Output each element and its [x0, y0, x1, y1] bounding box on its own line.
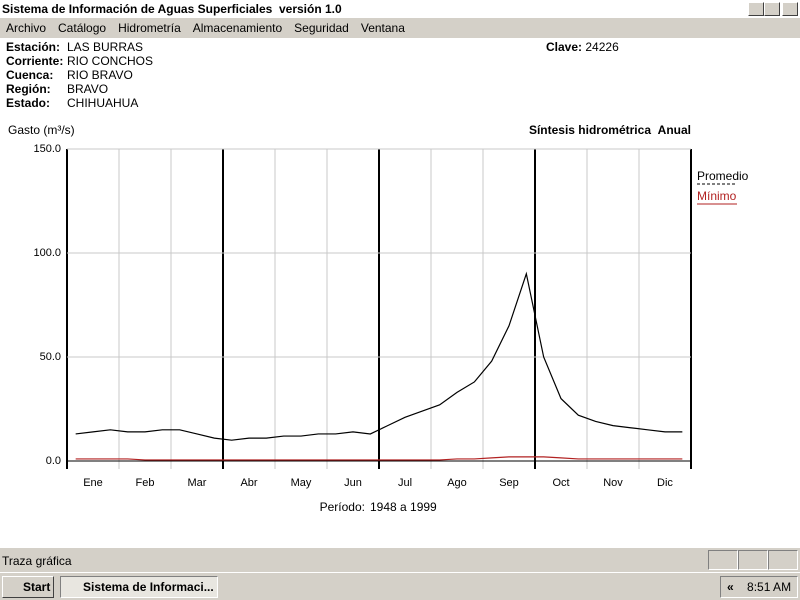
- start-label: Start: [23, 580, 51, 594]
- menu-item[interactable]: Ventana: [360, 21, 405, 35]
- x-tick-label: Ago: [447, 477, 467, 489]
- info-label: Región:: [6, 82, 51, 96]
- station-info: Estación: LAS BURRAS Corriente: RIO CONCHOS…: [6, 40, 306, 112]
- clave-label: Clave:: [546, 40, 583, 54]
- x-tick-label: Nov: [603, 477, 623, 489]
- close-button[interactable]: [782, 2, 798, 16]
- taskbar: Start Sistema de Informaci... « 8:51 AM: [0, 572, 800, 600]
- info-row: Región: BRAVO: [6, 82, 306, 96]
- y-tick-label: 50.0: [40, 351, 61, 363]
- x-tick-label: Sep: [499, 477, 519, 489]
- status-panel: [768, 550, 798, 570]
- legend-label: Mínimo: [697, 189, 737, 203]
- info-value: RIO CONCHOS: [67, 54, 154, 68]
- chart-title: Síntesis hidrométrica: [529, 123, 651, 137]
- info-label: Cuenca:: [6, 68, 54, 82]
- clave: Clave: 24226: [546, 40, 666, 54]
- info-value: BRAVO: [67, 82, 109, 96]
- info-value: LAS BURRAS: [67, 40, 144, 54]
- period-label: Período:: [320, 500, 365, 514]
- x-tick-label: Mar: [188, 477, 207, 489]
- tray: « 8:51 AM: [720, 576, 798, 598]
- y-tick-label: 150.0: [33, 143, 61, 155]
- x-tick-label: Feb: [136, 477, 155, 489]
- x-tick-label: Jul: [398, 477, 412, 489]
- clock: 8:51 AM: [747, 580, 792, 594]
- x-tick-label: Abr: [240, 477, 257, 489]
- series-line: [75, 456, 683, 461]
- y-tick-label: 0.0: [46, 455, 61, 467]
- y-axis-label: Gasto (m³/s): [8, 123, 75, 137]
- menu-bar: Archivo Catálogo Hidrometría Almacenamiento…: [0, 18, 800, 38]
- status-text: Traza gráfica: [2, 554, 72, 568]
- restore-button[interactable]: [764, 2, 780, 16]
- x-tick-label: Jun: [344, 477, 362, 489]
- chart-subtitle: Anual: [658, 123, 691, 137]
- info-label: Corriente:: [6, 54, 64, 68]
- x-tick-label: May: [291, 477, 312, 489]
- task-label: Sistema de Informaci...: [83, 580, 214, 594]
- info-row: Estación: LAS BURRAS: [6, 40, 306, 54]
- info-label: Estado:: [6, 96, 51, 110]
- info-row: Corriente: RIO CONCHOS: [6, 54, 306, 68]
- clave-value: 24226: [585, 40, 619, 54]
- menu-item[interactable]: Seguridad: [294, 21, 349, 35]
- info-value: CHIHUAHUA: [67, 96, 139, 110]
- title-bar: Sistema de Información de Aguas Superfic…: [0, 0, 800, 18]
- status-panel: [708, 550, 738, 570]
- info-row: Cuenca: RIO BRAVO: [6, 68, 306, 82]
- x-tick-label: Dic: [657, 477, 673, 489]
- minimize-button[interactable]: [748, 2, 764, 16]
- menu-item[interactable]: Almacenamiento: [192, 21, 283, 35]
- legend-label: Promedio: [697, 169, 749, 183]
- period-value: 1948 a 1999: [370, 500, 437, 514]
- info-label: Estación:: [6, 40, 61, 54]
- status-panel: [738, 550, 768, 570]
- info-value: RIO BRAVO: [67, 68, 133, 82]
- status-bar: Traza gráfica: [0, 548, 800, 572]
- series-line: [75, 271, 683, 441]
- menu-item[interactable]: Hidrometría: [118, 21, 181, 35]
- info-row: Estado: CHIHUAHUA: [6, 96, 306, 110]
- y-tick-label: 100.0: [33, 247, 61, 259]
- task-button[interactable]: Sistema de Informaci...: [60, 576, 218, 598]
- tray-arrow[interactable]: «: [727, 580, 734, 594]
- x-tick-label: Ene: [83, 477, 103, 489]
- chart: Gasto (m³/s) Síntesis hidrométrica Anual…: [8, 123, 749, 514]
- menu-item[interactable]: Archivo: [6, 21, 47, 35]
- start-button[interactable]: Start: [2, 576, 54, 598]
- menu-item[interactable]: Catálogo: [58, 21, 107, 35]
- x-tick-label: Oct: [552, 477, 569, 489]
- window-title: Sistema de Información de Aguas Superfic…: [2, 2, 342, 16]
